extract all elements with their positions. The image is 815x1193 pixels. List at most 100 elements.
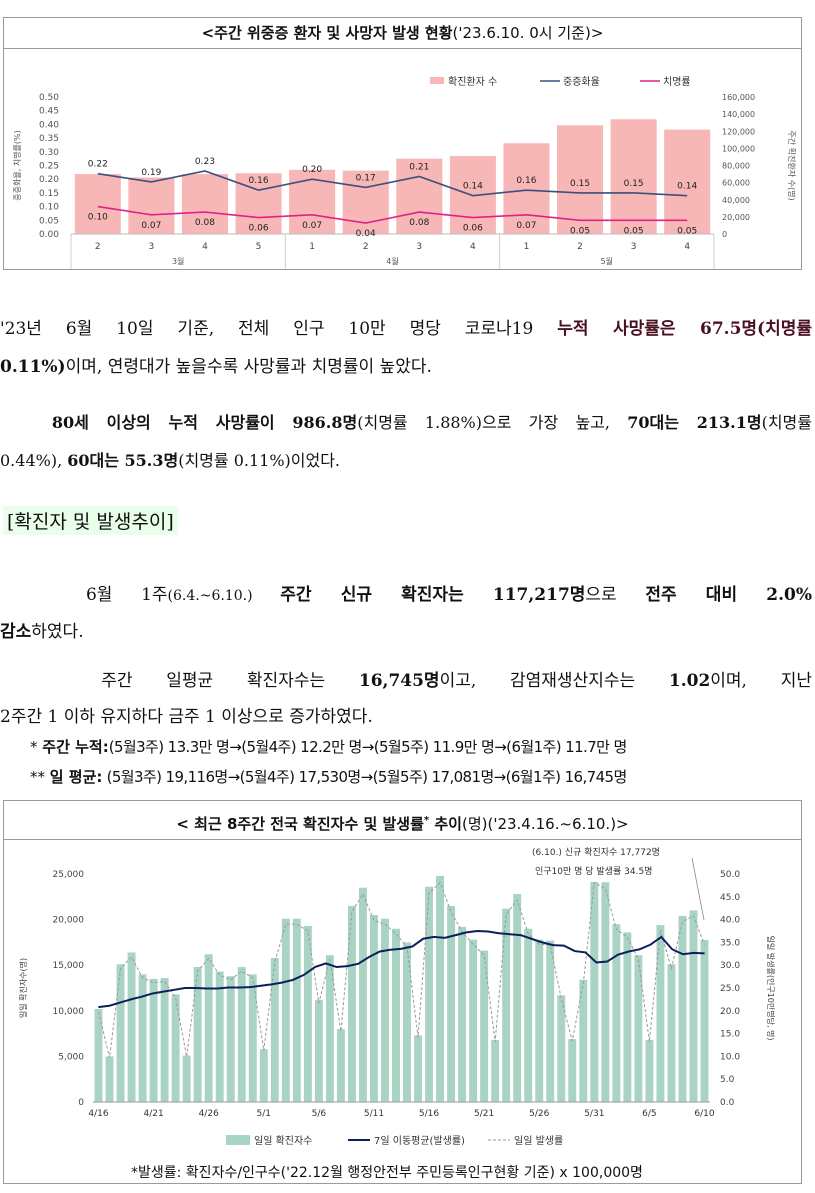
chart2-right-tick: 40.0 (720, 916, 740, 926)
chart1-bar (664, 129, 711, 234)
fatality-label: 0.05 (570, 226, 590, 236)
chart1-month-label: 3월 (172, 256, 184, 266)
chart2-bar (336, 1029, 345, 1102)
severity-label: 0.20 (302, 165, 322, 175)
chart1-week-tick: 4 (202, 242, 208, 252)
chart1-left-tick: 0.10 (39, 203, 59, 213)
chart1-bar (235, 173, 282, 234)
legend-line2-label: 치명률 (663, 76, 691, 88)
chart1-left-tick: 0.50 (39, 93, 59, 103)
fatality-label: 0.04 (356, 229, 376, 239)
chart2-bar (292, 918, 301, 1102)
weekly-cases-text: 으로 (585, 585, 646, 605)
chart1-right-tick: 80,000 (722, 162, 750, 171)
chart2-right-tick: 5.0 (720, 1075, 735, 1085)
chart2-bar (303, 925, 312, 1102)
annotation-pointer (691, 857, 705, 921)
chart2-bar (469, 939, 478, 1102)
chart2-bar (535, 939, 544, 1102)
chart2-bar (369, 915, 378, 1102)
chart2-bar (689, 910, 698, 1102)
chart2-bar (491, 1039, 500, 1102)
weekly-cases-bold: 주간 신규 확진자는 117,217명 (280, 585, 586, 605)
chart2-bar (524, 928, 533, 1102)
chart1-left-tick: 0.25 (39, 162, 59, 172)
chart1-right-tick: 100,000 (722, 144, 755, 153)
daily-cases-chart-box: < 최근 8주간 전국 확진자수 및 발생률* 추이(명)('23.4.16.~… (3, 800, 802, 1184)
chart1-week-tick: 3 (149, 242, 155, 252)
chart2-title-main: < 최근 8주간 전국 확진자수 및 발생률 (176, 815, 424, 833)
age60-bold: 60대는 55.3명 (67, 451, 179, 470)
fatality-line (97, 205, 688, 224)
daily-average-paragraph: 주간 일평균 확진자수는 16,745명이고, 감염재생산지수는 1.02이며,… (0, 663, 812, 735)
severity-label: 0.16 (249, 176, 269, 186)
chart2-x-tick: 5/16 (419, 1109, 439, 1119)
severity-label: 0.19 (141, 168, 161, 178)
chart2-left-tick: 0 (78, 1098, 84, 1108)
chart2-x-tick: 5/21 (474, 1109, 494, 1119)
chart2-right-tick: 30.0 (720, 961, 740, 971)
severity-label: 0.15 (624, 179, 644, 189)
chart2-x-tick: 5/26 (529, 1109, 549, 1119)
rt-bold: 1.02 (668, 671, 711, 691)
chart2-right-tick: 45.0 (720, 893, 740, 903)
chart2-x-tick: 5/11 (364, 1109, 384, 1119)
chart2-right-tick: 0.0 (720, 1098, 735, 1108)
mortality-bold-1: 누적 사망률은 67.5명(치명률 (557, 319, 813, 339)
chart2-bar (458, 926, 467, 1102)
age70-bold: 70대는 213.1명 (627, 413, 762, 432)
note2-text: (5월3주) 19,116명→(5월4주) 17,530명→(5월5주) 17,… (102, 768, 628, 786)
legend-bar-swatch (226, 1135, 250, 1145)
chart2-bar (546, 940, 555, 1102)
chart2-bar (634, 955, 643, 1102)
chart1-bar (503, 143, 550, 234)
chart2-left-axis-title: 일일 확진자수(명) (18, 958, 28, 1018)
chart2-bar (259, 1049, 268, 1102)
chart2-bar (347, 905, 356, 1102)
chart1-left-tick: 0.30 (39, 148, 59, 158)
chart2-bar (358, 887, 367, 1102)
chart2-title: < 최근 8주간 전국 확진자수 및 발생률* 추이(명)('23.4.16.~… (4, 801, 801, 840)
chart2-bar (248, 974, 257, 1102)
chart1-left-tick: 0.00 (39, 230, 59, 240)
chart1-week-tick: 4 (470, 242, 476, 252)
chart2-bar (612, 924, 621, 1102)
chart2-right-axis-title: 일일 발생률(인구10만명당, 명) (766, 935, 776, 1040)
chart1-bar (128, 177, 175, 234)
chart2-bar (204, 954, 213, 1102)
legend-line1-label: 중증화율 (563, 76, 600, 88)
mortality-text-1: '23년 6월 10일 기준, 전체 인구 10만 명당 코로나19 (0, 319, 558, 339)
chart2-bar (105, 1056, 114, 1102)
rt-text: 이고, 감염재생산지수는 (439, 671, 669, 691)
age70-rate: 0.44%), (0, 451, 68, 470)
chart2-x-tick: 4/21 (143, 1109, 163, 1119)
chart1-bar (396, 158, 443, 234)
chart2-bar (94, 1008, 103, 1102)
age80-bold: 80세 이상의 누적 사망률이 986.8명 (51, 413, 358, 432)
chart2-bar (392, 928, 400, 1102)
annotation-line2: 인구10만 명 당 발생률 34.5명 (535, 866, 652, 877)
chart1-right-tick: 0 (722, 230, 727, 239)
chart2-bar (160, 977, 169, 1102)
chart1-week-tick: 2 (363, 242, 369, 252)
chart2-bar (281, 918, 290, 1102)
chart2-left-tick: 10,000 (53, 1007, 85, 1017)
severity-label: 0.14 (463, 182, 483, 192)
chart1-week-tick: 5 (256, 242, 262, 252)
chart2-right-tick: 35.0 (720, 938, 740, 948)
fatality-label: 0.07 (141, 221, 161, 231)
chart2-bar (127, 952, 136, 1102)
chart2-bar (403, 942, 411, 1102)
rt-text-3: 2주간 1 이하 유지하다 금주 1 이상으로 증가하였다. (0, 707, 373, 727)
chart1-bar (610, 119, 657, 234)
chart2-left-tick: 5,000 (58, 1052, 84, 1062)
chart2-right-tick: 10.0 (720, 1052, 740, 1062)
decrease-bold: 감소 (0, 622, 32, 642)
chart2-bar (557, 995, 566, 1102)
chart2-right-tick: 20.0 (720, 1007, 740, 1017)
chart2-x-tick: 5/1 (257, 1109, 271, 1119)
severity-label: 0.15 (570, 179, 590, 189)
note1-label: 주간 누적: (42, 738, 109, 756)
chart1-right-tick: 160,000 (722, 93, 755, 102)
chart2-bar (656, 925, 665, 1102)
